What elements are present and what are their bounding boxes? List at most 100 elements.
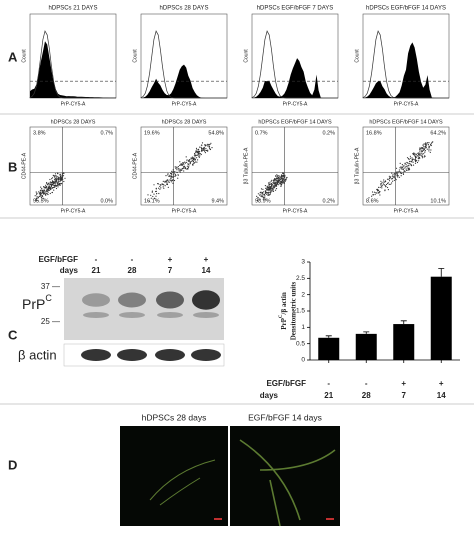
scatter-dot <box>409 157 412 159</box>
scatter-dot <box>423 153 425 155</box>
scatter-dot <box>179 170 181 172</box>
histogram-fill <box>252 58 338 98</box>
scatter-dot <box>421 157 424 159</box>
scatter-dot <box>202 148 204 150</box>
plot-frame <box>251 126 339 206</box>
scatter-dot <box>273 180 275 182</box>
scatter-dot <box>430 149 432 151</box>
scatter-dot <box>262 188 264 190</box>
scatter-dot <box>407 167 409 169</box>
scatter-dot <box>418 152 420 154</box>
scatter-dot <box>61 183 63 185</box>
scatter-dot <box>45 187 47 189</box>
scatter-dot <box>430 142 433 144</box>
scatter-dot <box>53 186 56 188</box>
scatter-dot <box>147 194 149 196</box>
scatter-dot <box>279 183 281 185</box>
scatter-dot <box>381 185 383 187</box>
quadrant-percent: 95.5% <box>33 198 49 204</box>
scatter-dot <box>57 173 59 175</box>
scatter-dot <box>148 200 150 202</box>
scatter-dot <box>267 189 269 191</box>
scatter-dot <box>195 147 198 149</box>
scatter-dot <box>49 184 51 186</box>
scatter-dot <box>61 178 63 181</box>
scatter-dot <box>411 161 413 163</box>
scatter-dot <box>181 164 183 166</box>
scatter-dot <box>399 162 401 164</box>
quadrant-percent: 98.9% <box>255 198 271 204</box>
scatter-dot <box>53 175 55 177</box>
scatter-dot <box>391 182 393 184</box>
quadrant-percent: 19.6% <box>144 130 160 136</box>
scatter-dot <box>185 156 187 158</box>
scatter-dot <box>419 154 421 157</box>
scatter-dot <box>272 189 274 191</box>
histogram-fill <box>363 42 449 98</box>
treatment-value: - <box>327 379 330 388</box>
x-tick-label: 14 <box>437 391 446 400</box>
plot-frame <box>140 126 228 206</box>
scatter-dot <box>263 197 265 199</box>
scatter-dot <box>168 175 170 177</box>
blot-treatment: - <box>95 255 98 264</box>
scatter-dot <box>183 165 186 167</box>
blot-treatment: + <box>204 255 209 264</box>
scatter-dot <box>378 186 380 188</box>
scatter-dot <box>200 153 202 156</box>
scatter-dot <box>56 182 59 184</box>
scatter-dot <box>384 180 387 182</box>
bar <box>355 333 377 360</box>
scatter-dot <box>199 146 201 148</box>
scatter-dot <box>36 192 38 194</box>
scatter-dot <box>47 184 49 186</box>
scatter-dot <box>53 179 56 181</box>
scatter-dot <box>276 180 278 182</box>
scatter-dot <box>48 186 50 188</box>
scatter-dot <box>401 168 403 170</box>
scatter-dot <box>46 193 48 195</box>
blot-band <box>83 312 109 318</box>
scatter-dot <box>391 178 394 180</box>
scatter-dot <box>392 180 394 182</box>
scatter-dot <box>406 166 408 168</box>
y-axis-label: β3 Tubulin-PE-A <box>354 147 360 184</box>
scatter-dot <box>419 147 421 149</box>
scatter-dot <box>408 165 410 167</box>
scatter-dot <box>155 190 157 193</box>
scatter-dot <box>379 191 381 193</box>
panel-label: A <box>8 49 18 64</box>
scatter-dot <box>256 199 258 202</box>
scatter-dot <box>43 189 45 191</box>
x-tick-label: 28 <box>362 391 371 400</box>
scatter-dot <box>196 154 198 156</box>
scatter-dot <box>280 181 282 184</box>
scatter-dot <box>59 183 61 185</box>
scatter-dot <box>46 189 48 191</box>
scatter-dot <box>408 169 411 171</box>
y-axis-label: Count <box>21 49 27 63</box>
scatter-dot <box>397 175 399 177</box>
scatter-dot <box>392 175 394 177</box>
scatter-dot <box>169 175 171 177</box>
scatter-dot <box>174 171 176 173</box>
scatter-dot <box>412 158 414 160</box>
scatter-dot <box>267 193 269 195</box>
scatter-dot <box>399 167 401 169</box>
scatter-dot <box>159 185 161 188</box>
scatter-dot <box>41 194 43 197</box>
scatter-dot <box>389 176 391 179</box>
scatter-dot <box>155 188 157 190</box>
scatter-dot <box>271 187 273 189</box>
scatter-dot <box>275 175 277 177</box>
treatment-value: + <box>439 379 444 388</box>
cell-outline <box>239 439 336 527</box>
scatter-dot <box>151 191 153 193</box>
scatter-dot <box>199 153 202 155</box>
scatter-dot <box>55 178 57 180</box>
actin-image <box>63 343 225 367</box>
scatter-dot <box>172 182 174 184</box>
scatter-dot <box>379 186 381 188</box>
scatter-dot <box>195 154 197 156</box>
scatter-dot <box>395 167 398 169</box>
